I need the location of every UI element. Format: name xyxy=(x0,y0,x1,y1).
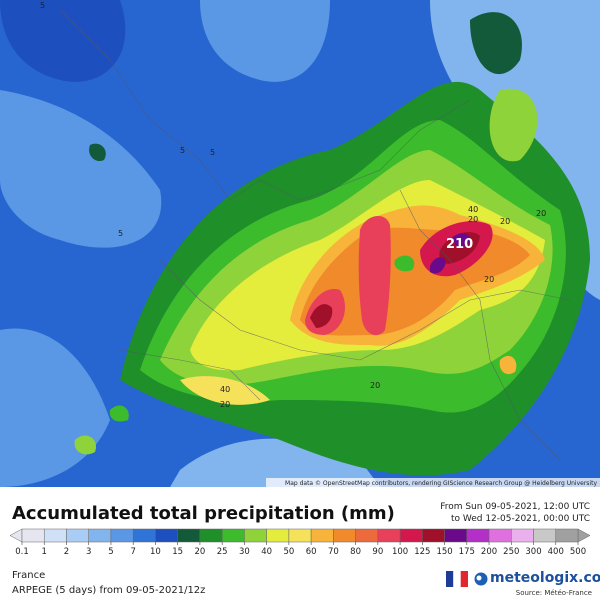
scale-swatch xyxy=(555,528,579,543)
scale-swatch xyxy=(110,528,134,543)
scale-label: 0.1 xyxy=(15,547,29,557)
contour-label: 5 xyxy=(210,148,215,157)
scale-label: 20 xyxy=(195,547,206,557)
contour-labels: 5 5 5 5 20 20 20 40 20 40 20 20 210 xyxy=(40,1,546,409)
borders xyxy=(59,9,571,461)
scale-swatch xyxy=(533,528,557,543)
scale-label: 50 xyxy=(283,547,294,557)
scale-label: 30 xyxy=(239,547,250,557)
scale-label: 7 xyxy=(130,547,135,557)
scale-label: 150 xyxy=(436,547,452,557)
max-label: 210 xyxy=(446,237,473,252)
scale-label: 3 xyxy=(86,547,91,557)
title: Accumulated total precipitation (mm) xyxy=(12,503,395,524)
contour-label: 20 xyxy=(468,215,478,224)
scale-swatch xyxy=(488,528,512,543)
scale-swatch xyxy=(43,528,67,543)
time-from: From Sun 09-05-2021, 12:00 UTC xyxy=(440,502,590,512)
scale-swatch xyxy=(66,528,89,543)
scale-label: 125 xyxy=(414,547,430,557)
map: 5 5 5 5 20 20 20 40 20 40 20 20 210 Map … xyxy=(0,0,600,487)
scale-swatch xyxy=(399,528,423,543)
contour-label: 20 xyxy=(220,400,230,409)
scale-label: 15 xyxy=(172,547,183,557)
scale-label: 200 xyxy=(481,547,497,557)
brand-icon xyxy=(474,572,488,586)
scale-swatch xyxy=(511,528,534,543)
scale-swatch xyxy=(155,528,178,543)
scale-label: 70 xyxy=(328,547,339,557)
scale-swatch xyxy=(199,528,223,543)
contour-label: 5 xyxy=(180,146,185,155)
scale-label: 100 xyxy=(392,547,408,557)
flag-icon xyxy=(446,571,468,587)
scale-label: 10 xyxy=(150,547,161,557)
color-scale: 0.1 1 2 3 5 7 10 15 20 25 30 40 50 60 70 80 90 100 125 150 1… xyxy=(9,528,591,557)
contour-label: 20 xyxy=(500,217,510,226)
scale-swatch xyxy=(422,528,445,543)
scale-swatch xyxy=(221,528,245,543)
scale-swatch xyxy=(333,528,356,543)
contour-label: 5 xyxy=(40,1,45,10)
scale-swatch xyxy=(21,528,45,543)
scale-swatch xyxy=(377,528,401,543)
scale-swatch xyxy=(288,528,312,543)
scale-label: 60 xyxy=(306,547,317,557)
model-run: ARPEGE (5 days) from 09-05-2021/12z xyxy=(12,585,206,596)
scale-label: 300 xyxy=(525,547,541,557)
scale-swatch xyxy=(177,528,201,543)
scale-label: 90 xyxy=(372,547,383,557)
scale-label: 25 xyxy=(217,547,228,557)
scale-label: 175 xyxy=(459,547,475,557)
contour-label: 5 xyxy=(118,229,123,238)
scale-label: 80 xyxy=(350,547,361,557)
precip-field xyxy=(0,0,600,487)
scale-end-right xyxy=(577,528,591,543)
scale-label: 5 xyxy=(108,547,113,557)
contour-label: 20 xyxy=(370,381,380,390)
brand[interactable]: meteologix.com xyxy=(490,570,600,586)
scale-label: 40 xyxy=(261,547,272,557)
scale-swatch xyxy=(466,528,490,543)
scale-label: 500 xyxy=(570,547,586,557)
scale-swatch xyxy=(355,528,379,543)
scale-swatch xyxy=(310,528,334,543)
source: Source: Météo-France xyxy=(515,589,592,597)
scale-end-left xyxy=(9,528,23,543)
region: France xyxy=(12,570,46,581)
scale-swatch xyxy=(266,528,290,543)
scale-label: 250 xyxy=(503,547,519,557)
contour-label: 20 xyxy=(536,209,546,218)
contour-label: 20 xyxy=(484,275,494,284)
scale-label: 400 xyxy=(548,547,564,557)
time-to: to Wed 12-05-2021, 00:00 UTC xyxy=(450,514,590,524)
scale-label: 2 xyxy=(64,547,69,557)
attribution: Map data © OpenStreetMap contributors, r… xyxy=(285,480,597,487)
contour-label: 40 xyxy=(220,385,230,394)
time-range: From Sun 09-05-2021, 12:00 UTC to Wed 12… xyxy=(440,501,590,525)
scale-swatch xyxy=(244,528,267,543)
scale-label: 1 xyxy=(42,547,47,557)
scale-swatch xyxy=(88,528,112,543)
scale-swatch xyxy=(444,528,468,543)
scale-swatch xyxy=(132,528,156,543)
contour-label: 40 xyxy=(468,205,478,214)
